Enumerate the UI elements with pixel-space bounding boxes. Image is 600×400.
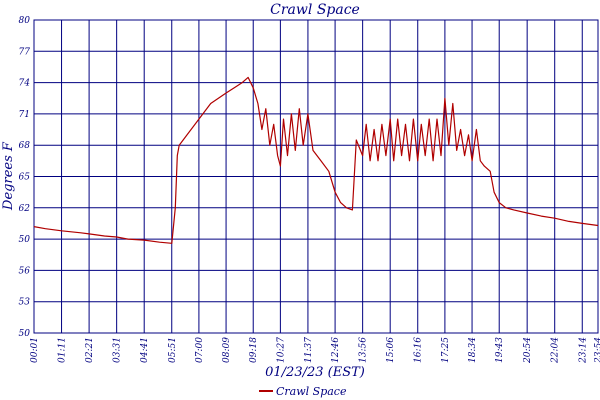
x-axis-label: 01/23/23 (EST) [265,365,365,380]
x-tick-label: 12:46 [331,337,341,363]
x-tick-label: 08:09 [222,337,232,363]
x-tick-label: 16:16 [414,337,424,363]
series-line [33,76,599,244]
x-tick-label: 23:14 [578,337,588,364]
y-tick-label: 50 [19,235,31,245]
x-tick-label: 13:56 [359,337,369,363]
y-tick-label: 68 [19,141,31,151]
y-tick-label: 50 [19,329,31,339]
x-tick-label: 18:34 [468,337,478,363]
x-tick-label: 15:06 [386,337,396,363]
y-axis-ticks: 80 77 74 71 68 65 62 50 56 53 50 [19,16,31,339]
y-tick-label: 74 [19,79,31,89]
x-tick-label: 20:54 [523,337,533,364]
x-tick-label: 07:00 [195,337,205,363]
legend-label: Crawl Space [276,385,347,398]
x-tick-label: 23:54 [594,337,600,364]
y-tick-label: 56 [19,266,31,276]
x-tick-label: 04:41 [140,337,150,363]
x-tick-label: 19:43 [495,337,505,363]
x-axis-ticks: 00:01 01:11 02:21 03:31 04:41 05:51 07:00 08:09… [30,337,600,364]
x-tick-label: 01:11 [58,337,68,363]
y-tick-label: 80 [19,16,31,26]
x-tick-label: 02:21 [85,337,95,363]
x-tick-label: 09:18 [249,337,259,363]
y-tick-label: 77 [19,47,31,57]
chart-title: Crawl Space [270,2,360,18]
y-axis-label: Degrees F [1,141,16,211]
series-layer [33,76,599,244]
y-tick-label: 62 [19,204,31,214]
x-tick-label: 00:01 [30,337,40,363]
y-tick-label: 65 [19,173,31,183]
y-tick-label: 71 [19,110,30,120]
x-tick-label: 05:51 [168,337,178,363]
y-tick-label: 53 [19,298,31,308]
x-tick-label: 11:37 [304,337,314,363]
x-tick-label: 10:27 [276,337,286,363]
x-tick-label: 17:25 [441,337,451,363]
x-tick-label: 03:31 [113,337,123,363]
legend: Crawl Space [259,385,347,398]
grid [33,19,599,334]
x-tick-label: 22:04 [551,337,561,364]
